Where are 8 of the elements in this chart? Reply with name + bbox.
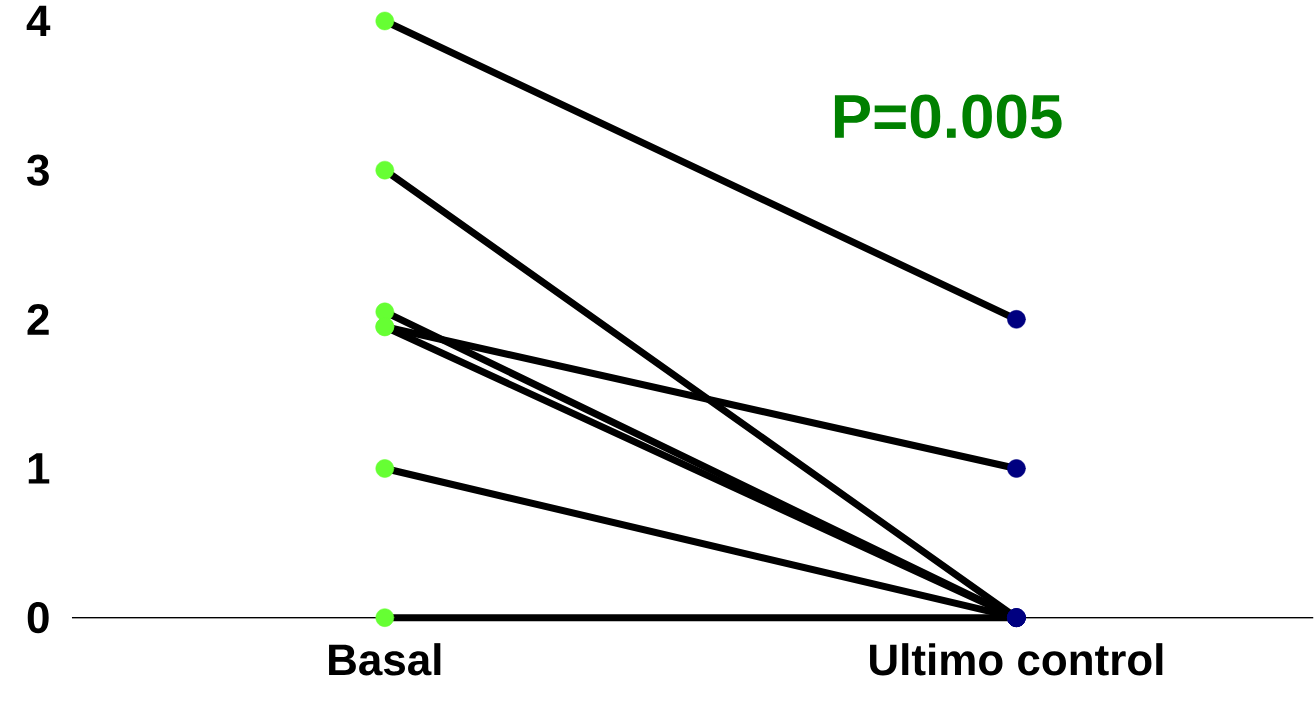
y-tick-label: 2 <box>27 304 49 335</box>
y-tick-label: 3 <box>27 154 49 186</box>
y-tick-label: 4 <box>26 6 51 37</box>
y-tick-label: 0 <box>27 602 49 634</box>
annotation: P=0.005 <box>834 94 1062 139</box>
x-tick-label: Basal <box>329 643 441 676</box>
x-tick-label: Ultimo control <box>870 643 1163 676</box>
y-tick-label: 1 <box>28 453 50 484</box>
